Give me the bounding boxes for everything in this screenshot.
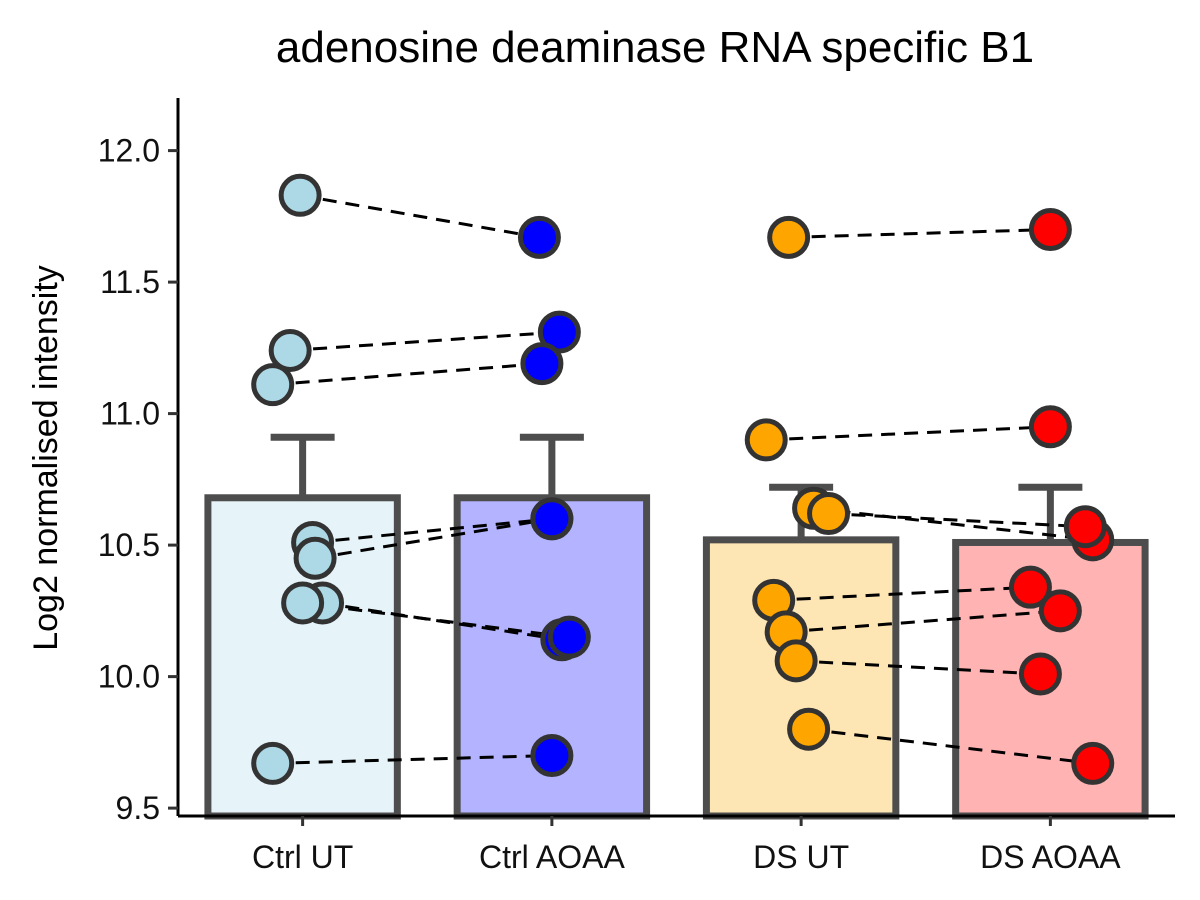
paired-lines-layer	[272, 193, 1093, 765]
paired-line-16	[808, 727, 1093, 765]
point-16-a	[787, 707, 831, 751]
paired-line-3	[272, 362, 543, 387]
point-8-a	[251, 741, 295, 785]
paired-line-12	[828, 512, 1086, 529]
y-axis-title: Log2 normalised intensity	[27, 265, 65, 651]
y-tick-label-2: 10.0	[98, 659, 160, 695]
y-tick-label-5: 11.5	[100, 264, 160, 300]
paired-line-13	[773, 585, 1031, 602]
point-10-a	[744, 418, 788, 462]
x-tick-label-2: Ctrl AOAA	[479, 839, 625, 875]
point-9-b	[1028, 208, 1072, 252]
point-3-a	[251, 363, 295, 407]
point-9-a	[767, 215, 811, 259]
point-12-b	[1063, 505, 1107, 549]
point-15-a	[774, 639, 818, 683]
paired-line-4	[312, 517, 553, 544]
point-8-b	[530, 734, 574, 778]
y-tick-label-1: 9.5	[116, 790, 160, 826]
paired-line-8	[272, 754, 552, 765]
point-7-b	[547, 615, 591, 659]
point-13-b	[1008, 565, 1052, 609]
paired-line-5	[314, 517, 553, 560]
point-14-b	[1038, 589, 1082, 633]
point-5-a	[293, 536, 337, 580]
point-12-a	[807, 492, 851, 536]
point-3-b	[520, 342, 564, 386]
x-tick-label-1: Ctrl UT	[252, 839, 353, 875]
point-1-b	[517, 215, 561, 259]
point-10-b	[1028, 405, 1072, 449]
paired-line-10	[766, 425, 1051, 442]
chart-title: adenosine deaminase RNA specific B1	[276, 23, 1034, 72]
point-15-b	[1018, 652, 1062, 696]
paired-line-9	[788, 228, 1051, 239]
paired-line-1	[299, 193, 540, 239]
paired-line-11	[813, 506, 1093, 542]
point-7-a	[281, 581, 325, 625]
bars-layer	[204, 494, 1149, 820]
point-1-a	[278, 173, 322, 217]
point-5-b	[530, 497, 574, 541]
y-tick-label-3: 10.5	[98, 527, 160, 563]
y-tick-label-4: 11.0	[100, 396, 160, 432]
points-layer	[251, 173, 1115, 785]
x-tick-label-4: DS AOAA	[980, 839, 1121, 875]
y-tick-label-6: 12.0	[98, 133, 160, 169]
point-16-b	[1071, 741, 1115, 785]
axes-layer: 9.5 10.0 10.5 11.0 11.5 12.0 Ctrl UT Ctrl AOAA D…	[98, 98, 1175, 875]
paired-line-2	[290, 330, 560, 352]
paired-line-15	[796, 659, 1041, 676]
point-2-a	[268, 328, 312, 372]
x-tick-label-3: DS UT	[753, 839, 849, 875]
